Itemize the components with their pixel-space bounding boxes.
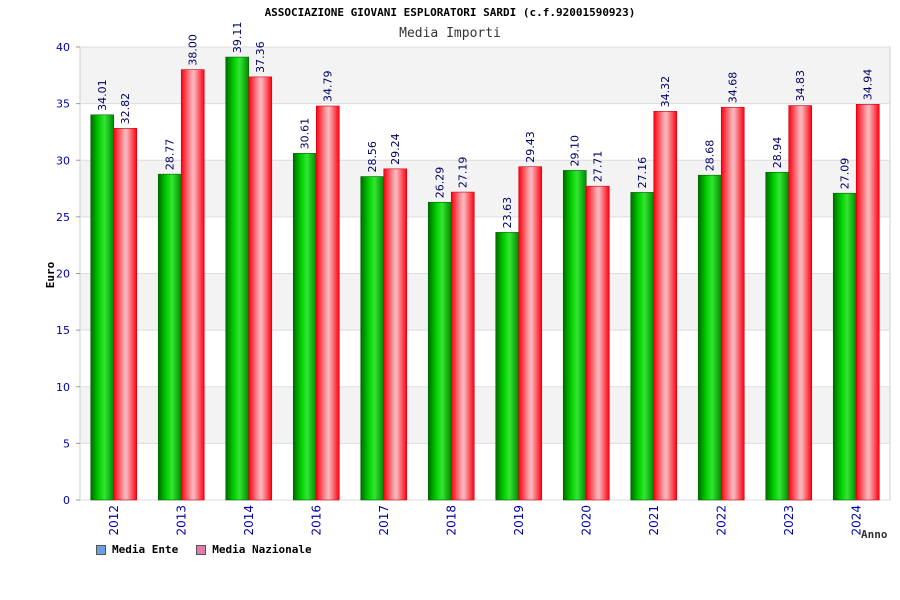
bar-media-nazionale — [248, 76, 273, 501]
plot-band — [80, 386, 890, 444]
y-tick-label: 40 — [56, 41, 70, 54]
y-tick-label: 20 — [56, 268, 70, 281]
y-tick-label: 25 — [56, 211, 70, 224]
x-tick-label: 2018 — [444, 505, 458, 536]
y-axis-label: Euro — [44, 261, 57, 288]
plot-band — [80, 216, 890, 274]
data-label: 34.32 — [659, 76, 672, 108]
bar-media-nazionale — [653, 111, 678, 501]
bar-media-nazionale — [518, 166, 543, 501]
chart-title: ASSOCIAZIONE GIOVANI ESPLORATORI SARDI (… — [264, 6, 636, 19]
legend-item-media-ente: Media Ente — [96, 543, 178, 556]
y-tick-label: 0 — [63, 494, 70, 507]
bar-media-ente — [765, 171, 790, 501]
bar-media-ente — [157, 173, 182, 501]
data-label: 28.94 — [771, 137, 784, 169]
bar-media-ente — [495, 232, 520, 501]
legend: Media Ente Media Nazionale — [96, 543, 312, 556]
data-label: 38.00 — [187, 34, 200, 66]
data-label: 27.19 — [457, 157, 470, 189]
data-label: 34.83 — [794, 70, 807, 102]
data-label: 29.24 — [389, 133, 402, 165]
plot-band — [80, 103, 890, 161]
bar-media-ente — [562, 170, 587, 501]
y-axis-ticks: 0 5 10 15 20 25 30 35 40 — [56, 41, 80, 507]
x-tick-label: 2023 — [782, 505, 796, 536]
bar-media-ente — [427, 201, 452, 501]
y-tick-label: 10 — [56, 381, 70, 394]
bar-media-nazionale — [450, 191, 475, 501]
x-tick-label: 2016 — [309, 505, 323, 536]
data-labels: 34.01 32.82 28.77 38.00 39.11 37.36 30.61 34.79… — [96, 22, 875, 229]
bar-media-ente — [225, 56, 250, 501]
bar-media-nazionale — [180, 69, 205, 501]
x-tick-label: 2017 — [377, 505, 391, 536]
data-label: 34.94 — [862, 69, 875, 101]
bar-media-ente — [697, 174, 722, 501]
legend-swatch — [196, 544, 207, 555]
data-label: 39.11 — [231, 22, 244, 54]
plot-band — [80, 47, 890, 104]
y-tick-label: 35 — [56, 98, 70, 111]
y-tick-label: 15 — [56, 324, 70, 337]
x-tick-label: 2014 — [242, 505, 256, 536]
bars — [90, 56, 880, 501]
data-label: 26.29 — [434, 167, 447, 199]
data-label: 23.63 — [501, 197, 514, 229]
bar-media-nazionale — [113, 128, 138, 501]
data-label: 30.61 — [299, 118, 312, 150]
bar-media-ente — [90, 114, 115, 501]
chart-subtitle: Media Importi — [399, 26, 501, 41]
bar-media-nazionale — [585, 185, 610, 501]
plot-band — [80, 330, 890, 387]
data-label: 28.77 — [164, 139, 177, 171]
x-tick-label: 2022 — [714, 505, 728, 536]
bar-media-ente — [832, 192, 857, 501]
bar-media-nazionale — [720, 106, 745, 501]
plot-band — [80, 273, 890, 331]
bar-media-nazionale — [315, 105, 340, 501]
x-tick-label: 2013 — [174, 505, 188, 536]
x-tick-label: 2019 — [512, 505, 526, 536]
bar-media-ente — [630, 192, 655, 501]
bar-media-nazionale — [788, 105, 813, 501]
data-label: 32.82 — [119, 93, 132, 125]
data-label: 34.79 — [322, 71, 335, 103]
bar-media-nazionale — [383, 168, 408, 501]
y-tick-label: 30 — [56, 154, 70, 167]
data-label: 29.43 — [524, 131, 537, 163]
plot-band — [80, 160, 890, 217]
data-label: 27.71 — [592, 151, 605, 183]
data-label: 34.01 — [96, 79, 109, 111]
x-axis-label: Anno — [861, 528, 888, 541]
legend-item-media-nazionale: Media Nazionale — [196, 543, 312, 556]
data-label: 37.36 — [254, 41, 267, 73]
legend-label: Media Nazionale — [212, 543, 312, 556]
x-tick-label: 2012 — [107, 505, 121, 536]
bar-media-ente — [360, 176, 385, 501]
legend-swatch — [96, 544, 106, 555]
data-label: 28.68 — [704, 140, 717, 172]
plot-band — [80, 443, 890, 500]
bar-media-nazionale — [855, 104, 880, 501]
gridlines — [80, 46, 890, 501]
data-label: 27.09 — [839, 158, 852, 190]
plot-background — [79, 46, 891, 501]
data-label: 34.68 — [727, 72, 740, 104]
data-label: 29.10 — [569, 135, 582, 167]
data-label: 28.56 — [366, 141, 379, 173]
bar-media-ente — [292, 153, 317, 501]
x-axis-ticks: 2012 2013 2014 2016 2017 2018 2019 2020 2021 2022… — [107, 505, 864, 536]
x-tick-label: 2024 — [849, 505, 863, 536]
x-tick-label: 2020 — [579, 505, 593, 536]
y-tick-label: 5 — [63, 437, 70, 450]
legend-label: Media Ente — [112, 543, 179, 556]
data-label: 27.16 — [636, 157, 649, 189]
x-tick-label: 2021 — [647, 505, 661, 536]
